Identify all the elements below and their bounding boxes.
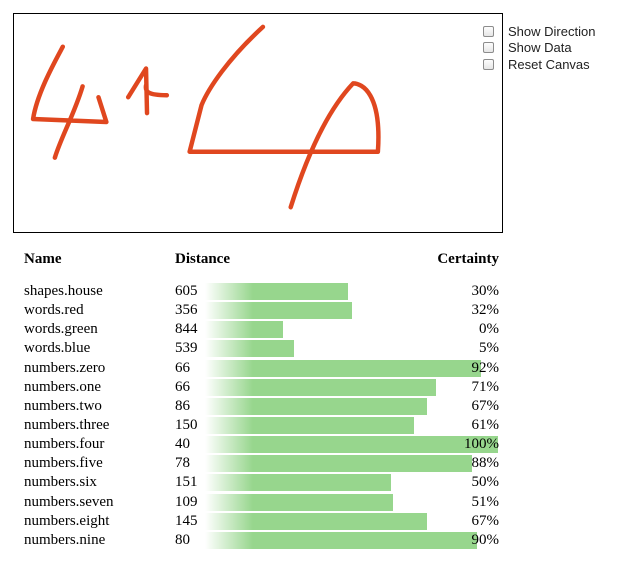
table-row: numbers.seven 109 51%	[0, 493, 621, 512]
row-name: numbers.four	[24, 436, 105, 453]
row-certainty: 61%	[471, 416, 500, 433]
certainty-bar	[205, 302, 352, 320]
table-row: words.red 356 32%	[0, 301, 621, 320]
row-certainty: 88%	[471, 455, 500, 472]
row-distance: 66	[175, 359, 190, 376]
row-name: words.green	[24, 321, 98, 338]
reset-canvas-control[interactable]: Reset Canvas	[483, 56, 595, 73]
reset-canvas-label: Reset Canvas	[508, 56, 590, 72]
row-certainty: 100%	[464, 436, 499, 453]
row-distance: 844	[175, 321, 198, 338]
table-row: numbers.eight 145 67%	[0, 512, 621, 531]
row-name: words.blue	[24, 340, 91, 357]
certainty-bar	[205, 531, 477, 549]
row-distance: 78	[175, 455, 190, 472]
table-row: numbers.five 78 88%	[0, 454, 621, 473]
table-row: numbers.nine 80 90%	[0, 531, 621, 550]
stroke-2	[125, 66, 170, 116]
row-certainty: 92%	[471, 359, 500, 376]
certainty-bar	[205, 321, 283, 339]
row-certainty: 71%	[471, 378, 500, 395]
row-name: numbers.one	[24, 378, 102, 395]
row-distance: 109	[175, 493, 198, 510]
row-distance: 80	[175, 531, 190, 548]
certainty-bar	[205, 493, 393, 511]
row-certainty: 5%	[479, 340, 499, 357]
row-distance: 66	[175, 378, 190, 395]
row-distance: 356	[175, 302, 198, 319]
row-certainty: 32%	[471, 302, 500, 319]
results-table: shapes.house 605 30% words.red 356 32% words.g…	[0, 282, 621, 550]
table-row: shapes.house 605 30%	[0, 282, 621, 301]
row-certainty: 90%	[471, 531, 500, 548]
row-name: numbers.eight	[24, 512, 110, 529]
row-distance: 40	[175, 436, 190, 453]
row-distance: 145	[175, 512, 198, 529]
certainty-bar	[205, 436, 498, 454]
row-name: numbers.nine	[24, 531, 106, 548]
table-row: numbers.four 40 100%	[0, 435, 621, 454]
row-certainty: 67%	[471, 397, 500, 414]
certainty-bar	[205, 340, 294, 358]
certainty-bar	[205, 397, 428, 415]
table-row: numbers.one 66 71%	[0, 378, 621, 397]
row-certainty: 30%	[471, 283, 500, 299]
certainty-bar	[205, 378, 436, 396]
row-distance: 605	[175, 283, 198, 299]
table-row: words.blue 539 5%	[0, 339, 621, 358]
show-direction-label: Show Direction	[508, 23, 596, 39]
row-distance: 150	[175, 416, 198, 433]
reset-canvas-checkbox[interactable]	[483, 58, 494, 70]
row-certainty: 51%	[471, 493, 500, 510]
controls-panel: Show Direction Show Data Reset Canvas	[483, 23, 595, 73]
table-row: numbers.two 86 67%	[0, 397, 621, 416]
row-name: numbers.zero	[24, 359, 106, 376]
table-row: numbers.three 150 61%	[0, 416, 621, 435]
header-certainty: Certainty	[437, 251, 499, 267]
row-distance: 539	[175, 340, 198, 357]
row-name: numbers.seven	[24, 493, 114, 510]
row-name: numbers.three	[24, 416, 110, 433]
row-distance: 151	[175, 474, 198, 491]
show-data-label: Show Data	[508, 40, 572, 56]
table-row: words.green 844 0%	[0, 320, 621, 339]
row-certainty: 67%	[471, 512, 500, 529]
drawing-canvas[interactable]	[13, 13, 503, 233]
table-row: numbers.six 151 50%	[0, 473, 621, 492]
row-name: numbers.five	[24, 455, 103, 472]
show-data-checkbox[interactable]	[483, 42, 494, 54]
row-name: numbers.two	[24, 397, 102, 414]
certainty-bar	[205, 512, 428, 530]
certainty-bar	[205, 359, 481, 377]
show-direction-control[interactable]: Show Direction	[483, 23, 595, 40]
row-name: words.red	[24, 302, 84, 319]
row-distance: 86	[175, 397, 190, 414]
show-direction-checkbox[interactable]	[483, 25, 494, 37]
row-name: numbers.six	[24, 474, 97, 491]
drawing-strokes	[30, 24, 381, 210]
row-certainty: 50%	[471, 474, 500, 491]
table-row: numbers.zero 66 92%	[0, 359, 621, 378]
header-distance: Distance	[175, 251, 230, 267]
stroke-1	[30, 44, 109, 160]
show-data-control[interactable]: Show Data	[483, 40, 595, 57]
row-name: shapes.house	[24, 283, 103, 299]
row-certainty: 0%	[479, 321, 499, 338]
certainty-bar	[205, 474, 391, 492]
certainty-bar	[205, 416, 415, 434]
certainty-bar	[205, 455, 473, 473]
certainty-bar	[205, 283, 348, 300]
header-name: Name	[24, 251, 62, 267]
stroke-3	[187, 24, 381, 210]
